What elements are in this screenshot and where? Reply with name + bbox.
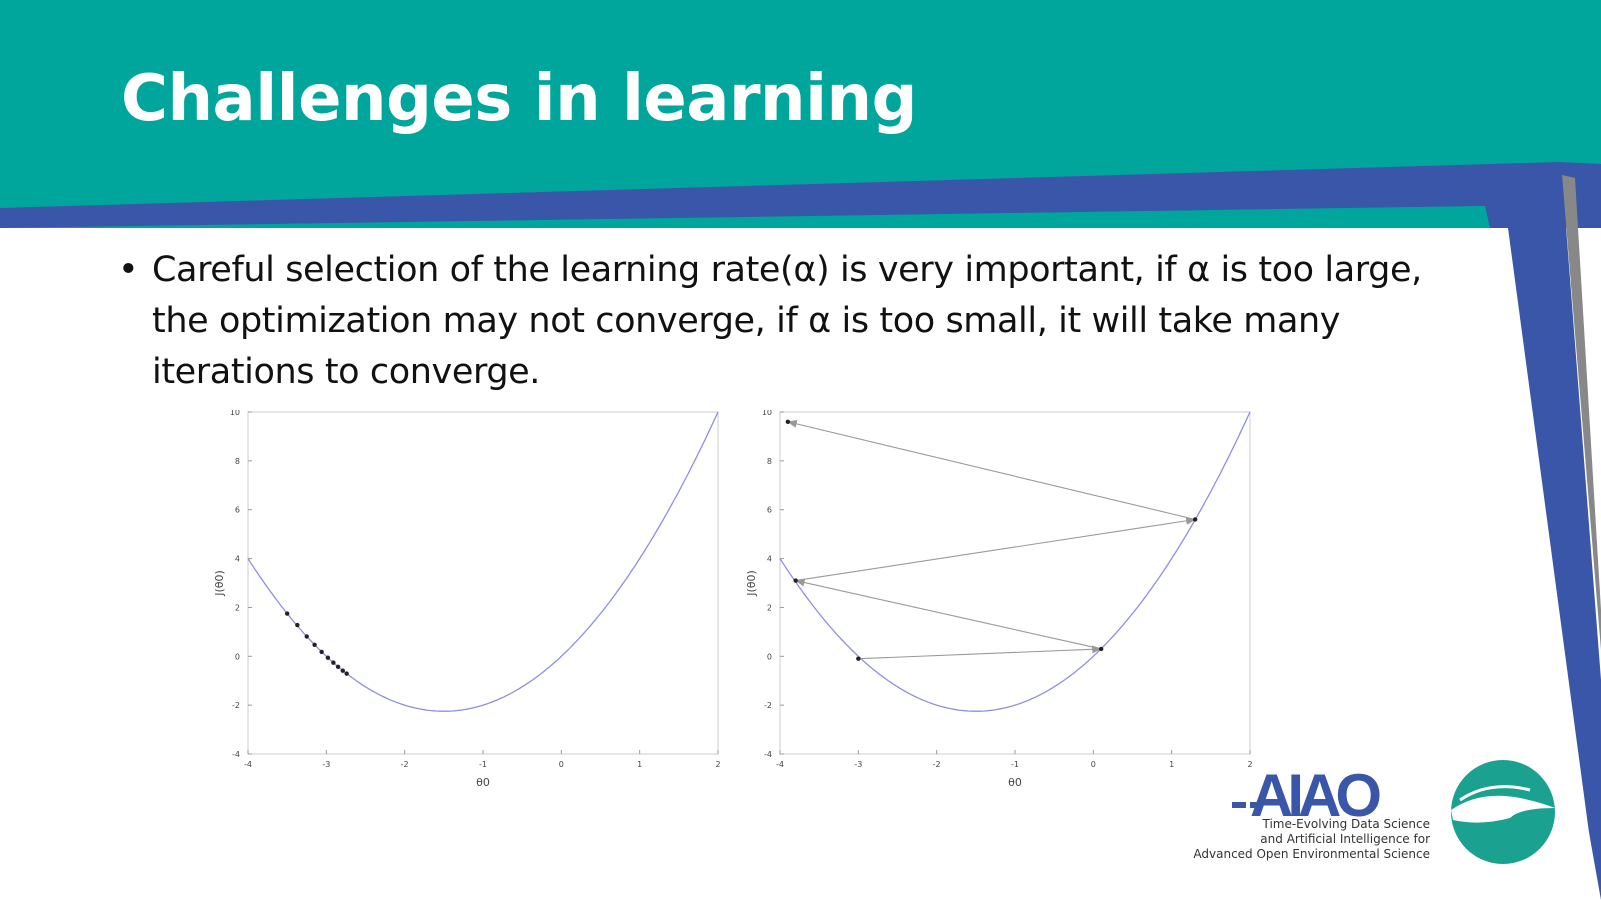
x-tick-label: -3: [322, 760, 330, 769]
descent-arrow: [786, 419, 1196, 521]
descent-point: [785, 419, 791, 424]
x-axis-label: θ0: [476, 776, 490, 789]
logo-wave-2: [1459, 785, 1531, 802]
chart-svg: -4 -3 -2 -1 0 1 2 -4 -2 0 2 4 6 8 10 θ0 J(θ0): [213, 408, 721, 789]
descent-arrow: [858, 645, 1103, 660]
x-tick-label: 0: [559, 760, 564, 769]
x-tick-label: -3: [854, 760, 862, 769]
x-tick-label: 2: [1247, 760, 1252, 769]
logo-mark: AIAO: [1232, 760, 1555, 864]
descent-point: [284, 611, 290, 616]
y-tick-label: 0: [767, 652, 772, 661]
logo-dash-2: [1250, 802, 1262, 808]
logo-dash-1: [1232, 802, 1246, 808]
logo-line-2: and Artificial Intelligence for: [1260, 832, 1430, 846]
y-tick-label: 6: [235, 506, 240, 515]
y-axis-label: J(θ0): [745, 570, 758, 597]
descent-point: [344, 671, 349, 676]
cost-curve: [779, 411, 1251, 712]
x-tick-label: -4: [244, 760, 252, 769]
y-tick-label: 10: [762, 410, 772, 417]
chart-svg: -4 -3 -2 -1 0 1 2 -4 -2 0 2 4 6 8 10 θ0 J(θ0): [745, 408, 1253, 789]
plot-frame: [247, 411, 719, 755]
y-tick-label: 6: [767, 506, 772, 515]
y-tick-label: 4: [235, 555, 240, 564]
descent-point: [335, 664, 341, 669]
x-tick-label: -2: [933, 760, 941, 769]
y-tick-label: 4: [767, 555, 772, 564]
taiao-logo: AIAO Time-Evolving Data Science and Arti…: [1193, 760, 1580, 880]
y-tick-label: -4: [764, 750, 772, 759]
bullet-text: Careful selection of the learning rate(α…: [152, 250, 1422, 392]
bullet-dot: •: [118, 250, 139, 290]
y-tick-label: -4: [232, 750, 240, 759]
y-tick-label: -2: [764, 701, 772, 710]
descent-point: [304, 634, 309, 639]
x-tick-label: -1: [479, 760, 487, 769]
logo-letters: AIAO: [1250, 762, 1380, 829]
y-tick-label: 8: [767, 457, 772, 466]
x-tick-label: -2: [401, 760, 409, 769]
header-teal-edge: [0, 206, 1490, 228]
chart-large-learning-rate: -4 -3 -2 -1 0 1 2 -4 -2 0 2 4 6 8 10 θ0 J(θ0): [737, 408, 1257, 795]
logo-line-1: Time-Evolving Data Science: [1262, 817, 1430, 831]
descent-point: [340, 668, 345, 673]
descent-point: [319, 649, 324, 655]
descent-point: [325, 655, 331, 660]
slide-title: Challenges in learning: [121, 62, 917, 136]
x-tick-label: 1: [1169, 760, 1174, 769]
y-tick-label: 8: [235, 457, 240, 466]
bullet-item: • Careful selection of the learning rate…: [112, 245, 1472, 398]
y-tick-label: 2: [235, 603, 240, 612]
x-tick-label: 2: [715, 760, 720, 769]
y-tick-label: 0: [235, 652, 240, 661]
x-tick-label: -4: [776, 760, 784, 769]
logo-wave: [1451, 795, 1555, 823]
y-tick-label: -2: [232, 701, 240, 710]
x-axis-label: θ0: [1008, 776, 1022, 789]
x-tick-label: 1: [637, 760, 642, 769]
descent-point: [1098, 646, 1104, 652]
descent-point: [856, 656, 861, 661]
bullet-list: • Careful selection of the learning rate…: [112, 245, 1472, 398]
y-tick-label: 2: [767, 603, 772, 612]
descent-arrow: [794, 578, 1102, 650]
y-tick-label: 10: [230, 410, 240, 417]
descent-point: [1192, 517, 1198, 522]
logo-line-3: Advanced Open Environmental Science: [1193, 847, 1430, 861]
descent-point: [793, 578, 798, 583]
descent-arrow: [795, 516, 1197, 582]
plot-frame: [779, 411, 1251, 755]
descent-point: [331, 660, 336, 665]
x-tick-label: -1: [1011, 760, 1019, 769]
chart-small-learning-rate: -4 -3 -2 -1 0 1 2 -4 -2 0 2 4 6 8 10 θ0 J(θ0): [205, 408, 725, 795]
x-tick-label: 0: [1091, 760, 1096, 769]
y-axis-label: J(θ0): [213, 570, 226, 597]
header-gray-shadow: [1562, 175, 1601, 650]
descent-point: [312, 642, 317, 648]
descent-point: [295, 622, 300, 628]
